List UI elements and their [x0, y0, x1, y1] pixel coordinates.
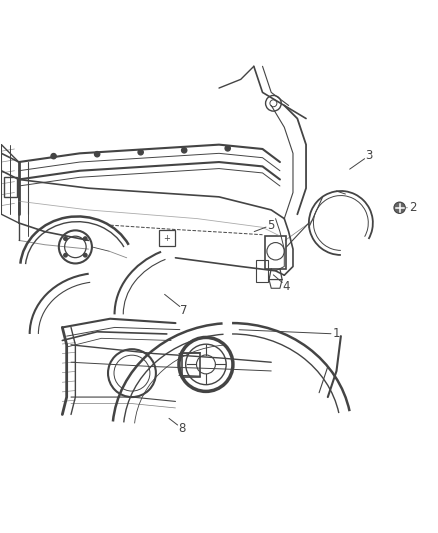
Bar	[159, 230, 175, 246]
Bar	[265, 236, 286, 269]
Circle shape	[182, 148, 187, 153]
Text: 7: 7	[180, 303, 188, 317]
Circle shape	[51, 154, 56, 159]
Circle shape	[64, 254, 67, 257]
Circle shape	[138, 150, 143, 155]
Text: 4: 4	[283, 280, 290, 293]
Circle shape	[95, 151, 100, 157]
Circle shape	[64, 237, 67, 240]
Text: 1: 1	[333, 327, 340, 341]
Circle shape	[84, 237, 87, 240]
Bar	[256, 260, 268, 282]
Text: 2: 2	[409, 201, 417, 214]
Text: 8: 8	[178, 422, 186, 435]
Text: 3: 3	[365, 149, 373, 162]
Text: 5: 5	[268, 219, 275, 232]
Text: +: +	[163, 233, 170, 243]
Circle shape	[394, 202, 405, 213]
Circle shape	[84, 254, 87, 257]
Bar	[182, 353, 200, 377]
Circle shape	[225, 146, 230, 151]
